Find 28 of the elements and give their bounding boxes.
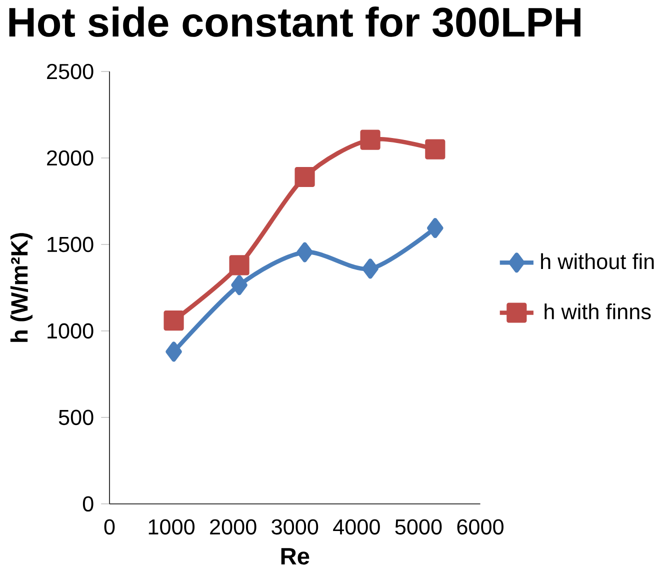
- y-tick-label: 1500: [48, 236, 94, 252]
- x-tick-label: 4000: [333, 519, 380, 535]
- x-axis-title: Re: [281, 548, 310, 565]
- legend-label: h with finns: [544, 303, 651, 320]
- y-axis-title: h (W/m²K): [10, 233, 32, 342]
- x-tick-label: 0: [104, 519, 115, 535]
- chart-title: Hot side constant for 300LPH: [9, 6, 580, 37]
- point: [229, 255, 250, 276]
- point: [166, 342, 182, 362]
- point: [294, 166, 315, 187]
- point: [164, 310, 184, 331]
- y-tick-label: 500: [58, 410, 94, 426]
- x-tick-label: 6000: [457, 519, 504, 535]
- x-tick-label: 2000: [210, 519, 256, 535]
- point: [360, 130, 380, 150]
- point: [427, 218, 444, 238]
- y-tick-label: 1000: [48, 323, 94, 339]
- y-tick-label: 0: [82, 496, 94, 512]
- y-tick-label: 2000: [47, 150, 94, 166]
- x-tick-label: 1000: [148, 519, 195, 535]
- point: [296, 242, 313, 262]
- point: [231, 274, 248, 296]
- legend-label: h without fin: [541, 253, 654, 270]
- x-tick-label: 3000: [272, 519, 318, 535]
- point: [425, 139, 446, 160]
- y-tick-label: 2500: [47, 64, 94, 80]
- x-tick-label: 5000: [395, 519, 442, 535]
- point: [362, 258, 378, 279]
